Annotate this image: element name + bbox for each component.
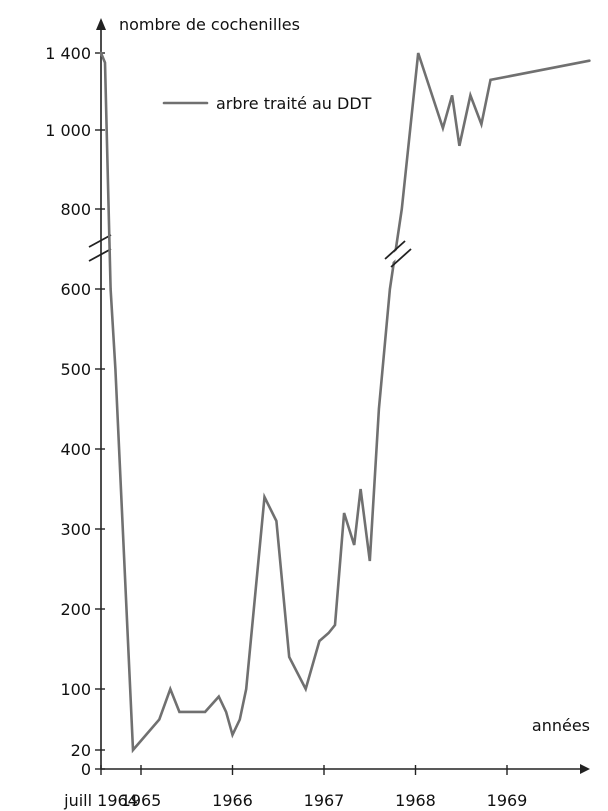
y-tick-label: 500 [60,360,91,379]
x-tick-label: 1967 [304,791,345,810]
series-layer [99,51,591,754]
y-tick-label: 20 [71,741,91,760]
legend-label: arbre traité au DDT [216,94,372,113]
series-break-mark [390,248,412,268]
x-axis-title: années [532,716,590,735]
y-axis-break-mark [88,234,112,248]
axis-layer: 020 100 200 300 400 500 600 800 1 000 1 400 juill … [45,18,590,810]
x-tick-label: 1965 [121,791,162,810]
series-break-gap [385,242,410,266]
y-tick-label: 1 400 [45,44,91,63]
legend: arbre traité au DDT [162,94,372,113]
x-tick-label: 1969 [487,791,528,810]
y-tick-label: 800 [60,200,91,219]
series-break-mark [384,240,406,260]
x-tick-label: 1968 [395,791,436,810]
y-axis-break-mark [88,248,112,262]
y-tick-label: 200 [60,600,91,619]
x-tick-label: 1966 [212,791,253,810]
y-tick-label: 600 [60,280,91,299]
y-tick-label: 300 [60,520,91,539]
y-tick-label: 0 [81,760,91,779]
x-tick-label: juill 1964 [63,791,138,810]
y-tick-label: 1 000 [45,121,91,140]
y-axis-arrow [96,18,106,30]
y-tick-label: 100 [60,680,91,699]
y-axis-title: nombre de cochenilles [119,15,300,34]
y-tick-label: 400 [60,440,91,459]
x-axis-arrow [580,764,590,774]
series-line [99,51,591,754]
label-layer: nombre de cochenilles années [119,15,590,735]
